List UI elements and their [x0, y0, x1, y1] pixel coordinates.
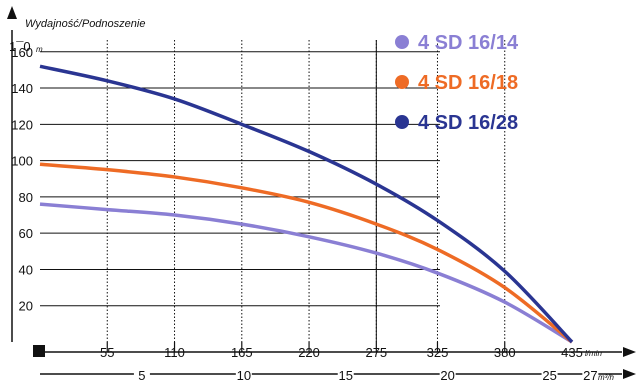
x2-tick-label: 25 — [542, 368, 556, 383]
x-axis-arrow-icon — [623, 347, 636, 357]
x-tick-label: 165 — [231, 345, 253, 360]
x2-tick-mask — [541, 368, 558, 383]
y-axis-top-label: 1¯0 — [9, 39, 31, 54]
y-tick-label: 140 — [11, 81, 33, 96]
y-tick-label: 160 — [11, 45, 33, 60]
x2-tick-mask — [133, 368, 150, 383]
x2-tick-label: 5 — [138, 368, 145, 383]
legend: 4 SD 16/14 4 SD 16/18 4 SD 16/28 — [395, 32, 519, 134]
x2-tick-mask — [337, 368, 354, 383]
series-line — [39, 162, 574, 344]
x2-tick-mask — [235, 368, 252, 383]
y-axis-unit: m — [36, 45, 43, 54]
legend-label: 4 SD 16/28 — [418, 112, 518, 134]
x-axis-unit: l/min — [585, 349, 602, 358]
series-line — [39, 64, 574, 344]
x2-tick-mask — [582, 368, 599, 383]
y-axis-title: Wydajność/Podnoszenie — [25, 18, 145, 30]
x-tick-label: 435 — [561, 345, 583, 360]
x-tick-label: 55 — [100, 345, 114, 360]
series-lines — [39, 64, 574, 344]
x2-tick-label: 27 — [583, 368, 597, 383]
legend-marker — [395, 75, 409, 89]
x2-tick-label: 20 — [440, 368, 454, 383]
y-tick-label: 100 — [11, 154, 33, 169]
x-tick-label: 275 — [365, 345, 387, 360]
legend-label: 4 SD 16/18 — [418, 72, 518, 94]
origin-square-icon — [33, 345, 45, 357]
y-axis-arrow-icon — [7, 6, 17, 19]
y-tick-label: 40 — [19, 262, 33, 277]
x2-tick-mask — [439, 368, 456, 383]
legend-marker — [395, 115, 409, 129]
y-tick-label: 80 — [19, 190, 33, 205]
x2-axis-unit: m³/h — [598, 373, 615, 382]
series-line — [39, 202, 573, 344]
legend-label: 4 SD 16/14 — [418, 32, 519, 54]
y-tick-label: 120 — [11, 117, 33, 132]
x-tick-label: 110 — [164, 345, 185, 360]
y-tick-label: 60 — [19, 226, 33, 241]
legend-marker — [395, 35, 409, 49]
x2-tick-label: 15 — [339, 368, 353, 383]
x2-tick-label: 10 — [237, 368, 251, 383]
y-tick-label: 20 — [19, 299, 33, 314]
x2-axis-arrow-icon — [623, 369, 636, 379]
x-tick-label: 325 — [427, 345, 449, 360]
x-tick-label: 380 — [494, 345, 516, 360]
x-tick-label: 220 — [298, 345, 320, 360]
